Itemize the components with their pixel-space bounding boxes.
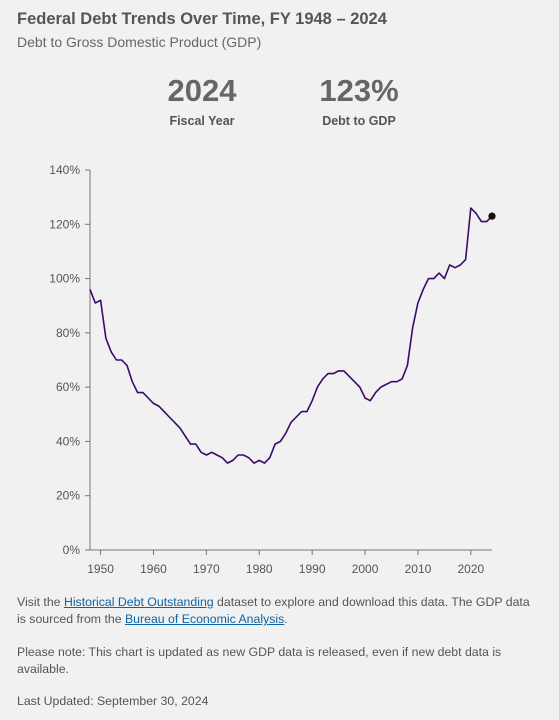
data-source-note: Visit the Historical Debt Outstanding da…: [17, 594, 537, 628]
x-tick-label: 2020: [457, 562, 484, 576]
y-tick-label: 80%: [56, 326, 80, 340]
y-tick-label: 100%: [49, 272, 80, 286]
fiscal-year-value: 2024: [167, 73, 237, 108]
update-note: Please note: This chart is updated as ne…: [17, 645, 502, 676]
chart-subtitle: Debt to Gross Domestic Product (GDP): [17, 34, 262, 50]
x-tick-label: 1970: [193, 562, 220, 576]
x-tick-label: 2010: [405, 562, 432, 576]
debt-to-gdp-stat: 123% Debt to GDP: [300, 73, 418, 129]
note-text: .: [284, 612, 288, 626]
historical-debt-outstanding-link[interactable]: Historical Debt Outstanding: [63, 595, 214, 609]
line-chart[interactable]: 0%20%40%60%80%100%120%140% 1950 1960 1970 1…: [0, 150, 559, 580]
y-tick-label: 20%: [56, 489, 80, 503]
x-tick-label: 2000: [352, 562, 379, 576]
x-tick-label: 1980: [246, 562, 273, 576]
latest-value-marker[interactable]: [488, 212, 496, 220]
note-text: dataset to explore and download this dat…: [17, 595, 530, 626]
bureau-of-economic-analysis-link[interactable]: Bureau of Economic Analysis: [124, 612, 285, 626]
y-tick-label: 60%: [56, 380, 80, 394]
debt-to-gdp-value: 123%: [319, 73, 399, 108]
debt-to-gdp-label: Debt to GDP: [322, 114, 396, 128]
y-axis: 0% 20% 40% 60% 80% 100% 120% 140%: [49, 163, 91, 557]
last-updated: Last Updated: September 30, 2024: [17, 694, 209, 708]
x-tick-label: 1960: [140, 562, 167, 576]
note-text: Visit the: [17, 595, 64, 609]
chart-title: Federal Debt Trends Over Time, FY 1948 –…: [17, 10, 387, 28]
y-tick-label: 120%: [49, 217, 80, 231]
y-tick-label: 0%: [63, 543, 81, 557]
x-tick-label: 1990: [299, 562, 326, 576]
y-tick-label: 40%: [56, 434, 80, 448]
debt-to-gdp-line[interactable]: [89, 207, 493, 464]
x-tick-label: 1950: [87, 562, 114, 576]
x-axis: 1950 1960 1970 1980 1990 2000 2010 2020: [87, 549, 492, 576]
series-group: [89, 207, 496, 464]
y-tick-label: 140%: [49, 163, 80, 177]
fiscal-year-stat: 2024 Fiscal Year: [152, 73, 252, 129]
fiscal-year-label: Fiscal Year: [169, 114, 235, 128]
